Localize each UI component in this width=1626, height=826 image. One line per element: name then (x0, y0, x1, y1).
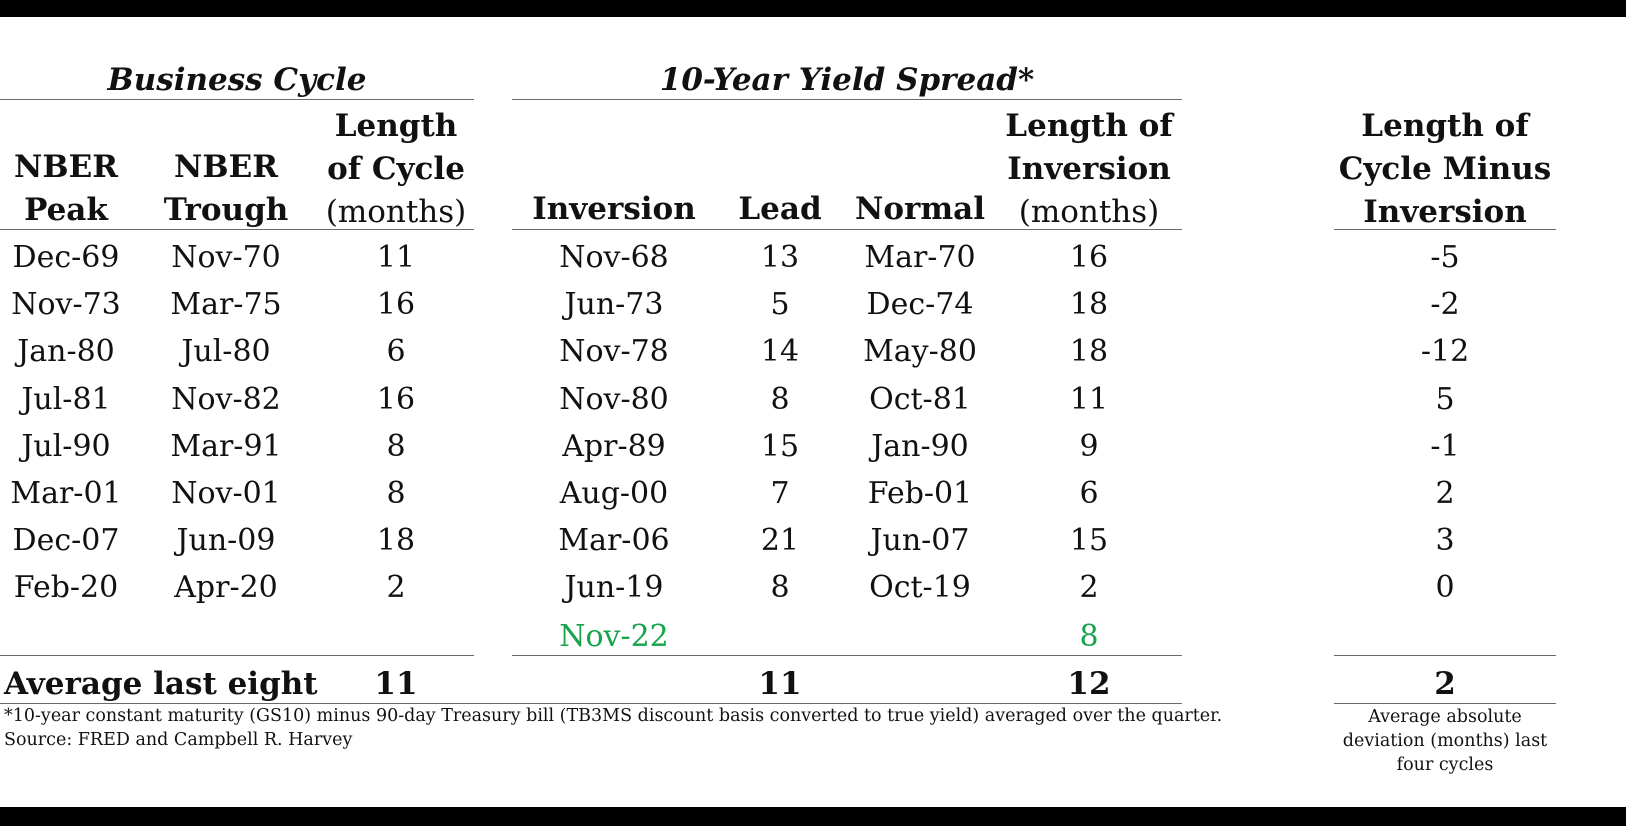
cell-cycle-length: 6 (386, 334, 406, 370)
cell-nber-peak: Dec-69 (12, 240, 120, 275)
header-inversion: Inversion (532, 191, 696, 227)
header-divider-business-cycle (0, 229, 474, 230)
cell-normal: Dec-74 (866, 287, 974, 323)
cell-nber-trough: Nov-01 (171, 476, 281, 511)
cell-cycle-minus-inversion: 3 (1435, 523, 1455, 559)
header-normal: Normal (854, 191, 985, 227)
average-divider-difference (1334, 655, 1556, 656)
cell-cycle-minus-inversion: -1 (1430, 428, 1460, 464)
cell-normal: Mar-70 (864, 240, 976, 275)
footnote-definition: *10-year constant maturity (GS10) minus … (4, 706, 1223, 726)
cell-cycle-minus-inversion: -12 (1420, 334, 1470, 370)
cell-inversion: Jun-19 (564, 570, 664, 606)
cell-normal: Oct-81 (869, 381, 971, 417)
top-border-bar (0, 0, 1626, 17)
cell-nber-trough: Apr-20 (174, 570, 278, 606)
cell-lead: 7 (770, 476, 790, 511)
cell-nber-peak: Nov-73 (11, 287, 121, 323)
cell-inversion-length: 11 (1069, 381, 1109, 417)
cell-normal: May-80 (863, 334, 977, 370)
header-lead: Lead (738, 191, 822, 227)
cell-inversion: Mar-06 (558, 523, 670, 559)
section-title-yield-spread: 10-Year Yield Spread* (659, 62, 1035, 98)
average-inversion-length: 12 (1067, 666, 1111, 702)
average-lead: 11 (758, 666, 802, 702)
cell-inversion-length: 6 (1079, 476, 1099, 511)
footer-divider (0, 703, 1182, 704)
cell-cycle-length: 8 (386, 476, 406, 511)
cell-nber-trough: Nov-82 (171, 381, 281, 417)
cell-nber-trough: Mar-91 (170, 428, 282, 464)
cell-nber-trough: Nov-70 (171, 240, 281, 275)
cell-normal: Jan-90 (871, 428, 969, 464)
cell-inversion: Nov-78 (559, 334, 669, 370)
average-divider-yield-spread (512, 655, 1182, 656)
bottom-border-bar (0, 807, 1626, 826)
section-divider-business-cycle (0, 99, 474, 100)
cell-normal: Oct-19 (869, 570, 971, 606)
cell-lead: 15 (760, 428, 800, 464)
average-label: Average last eight (4, 666, 318, 702)
cell-cycle-length: 16 (376, 381, 416, 417)
cell-inversion: Nov-68 (559, 240, 669, 275)
cell-lead: 8 (770, 381, 790, 417)
cell-nber-peak: Jul-81 (21, 381, 111, 417)
cell-inversion: Apr-89 (562, 428, 666, 464)
cell-cycle-length: 2 (386, 570, 406, 606)
cell-lead: 8 (770, 570, 790, 606)
cell-cycle-length: 11 (376, 240, 416, 275)
cell-cycle-minus-inversion: -5 (1430, 240, 1460, 275)
cell-inversion-length: 15 (1069, 523, 1109, 559)
cell-lead: 21 (760, 523, 800, 559)
average-divider-business-cycle (0, 655, 474, 656)
cell-cycle-minus-inversion: 5 (1435, 381, 1455, 417)
cell-inversion-length: 18 (1069, 334, 1109, 370)
section-divider-yield-spread (512, 99, 1182, 100)
cell-lead: 13 (760, 240, 800, 275)
cell-cycle-minus-inversion: 0 (1435, 570, 1455, 606)
cell-nber-trough: Jul-80 (181, 334, 271, 370)
cell-cycle-length: 16 (376, 287, 416, 323)
footnote-source: Source: FRED and Campbell R. Harvey (4, 730, 353, 750)
header-nber-trough: NBER Trough (163, 149, 289, 228)
cell-nber-peak: Jan-80 (17, 334, 115, 370)
cell-normal: Jun-07 (870, 523, 970, 559)
header-inversion-length: Length of Inversion (months) (1005, 108, 1173, 230)
cell-nber-trough: Jun-09 (176, 523, 276, 559)
cell-cycle-minus-inversion: -2 (1430, 287, 1460, 323)
cell-nber-trough: Mar-75 (170, 287, 282, 323)
cell-nber-peak: Mar-01 (10, 476, 122, 511)
deviation-note: Average absolute deviation (months) last f… (1342, 707, 1548, 775)
cell-lead: 5 (770, 287, 790, 323)
current-inversion-date: Nov-22 (559, 619, 669, 654)
cell-normal: Feb-01 (867, 476, 973, 511)
cell-inversion-length: 16 (1069, 240, 1109, 275)
header-divider-difference (1334, 229, 1556, 230)
cell-cycle-minus-inversion: 2 (1435, 476, 1455, 511)
section-title-business-cycle: Business Cycle (107, 62, 367, 98)
cell-nber-peak: Feb-20 (13, 570, 119, 606)
header-cycle-minus-inversion: Length of Cycle Minus Inversion (1338, 108, 1552, 230)
average-difference: 2 (1434, 666, 1456, 702)
cell-inversion-length: 2 (1079, 570, 1099, 606)
average-cycle-length: 11 (374, 666, 418, 702)
header-cycle-length: Length of Cycle (months) (325, 108, 467, 230)
cell-inversion: Aug-00 (559, 476, 669, 511)
cell-nber-peak: Jul-90 (21, 428, 111, 464)
cell-nber-peak: Dec-07 (12, 523, 120, 559)
cell-inversion-length: 9 (1079, 428, 1099, 464)
cell-inversion: Jun-73 (564, 287, 664, 323)
header-divider-yield-spread (512, 229, 1182, 230)
header-nber-peak: NBER Peak (14, 149, 118, 228)
cell-cycle-length: 8 (386, 428, 406, 464)
footer-divider-difference (1334, 703, 1556, 704)
cell-cycle-length: 18 (376, 523, 416, 559)
current-inversion-length: 8 (1079, 619, 1099, 654)
cell-lead: 14 (760, 334, 800, 370)
cell-inversion: Nov-80 (559, 381, 669, 417)
cell-inversion-length: 18 (1069, 287, 1109, 323)
